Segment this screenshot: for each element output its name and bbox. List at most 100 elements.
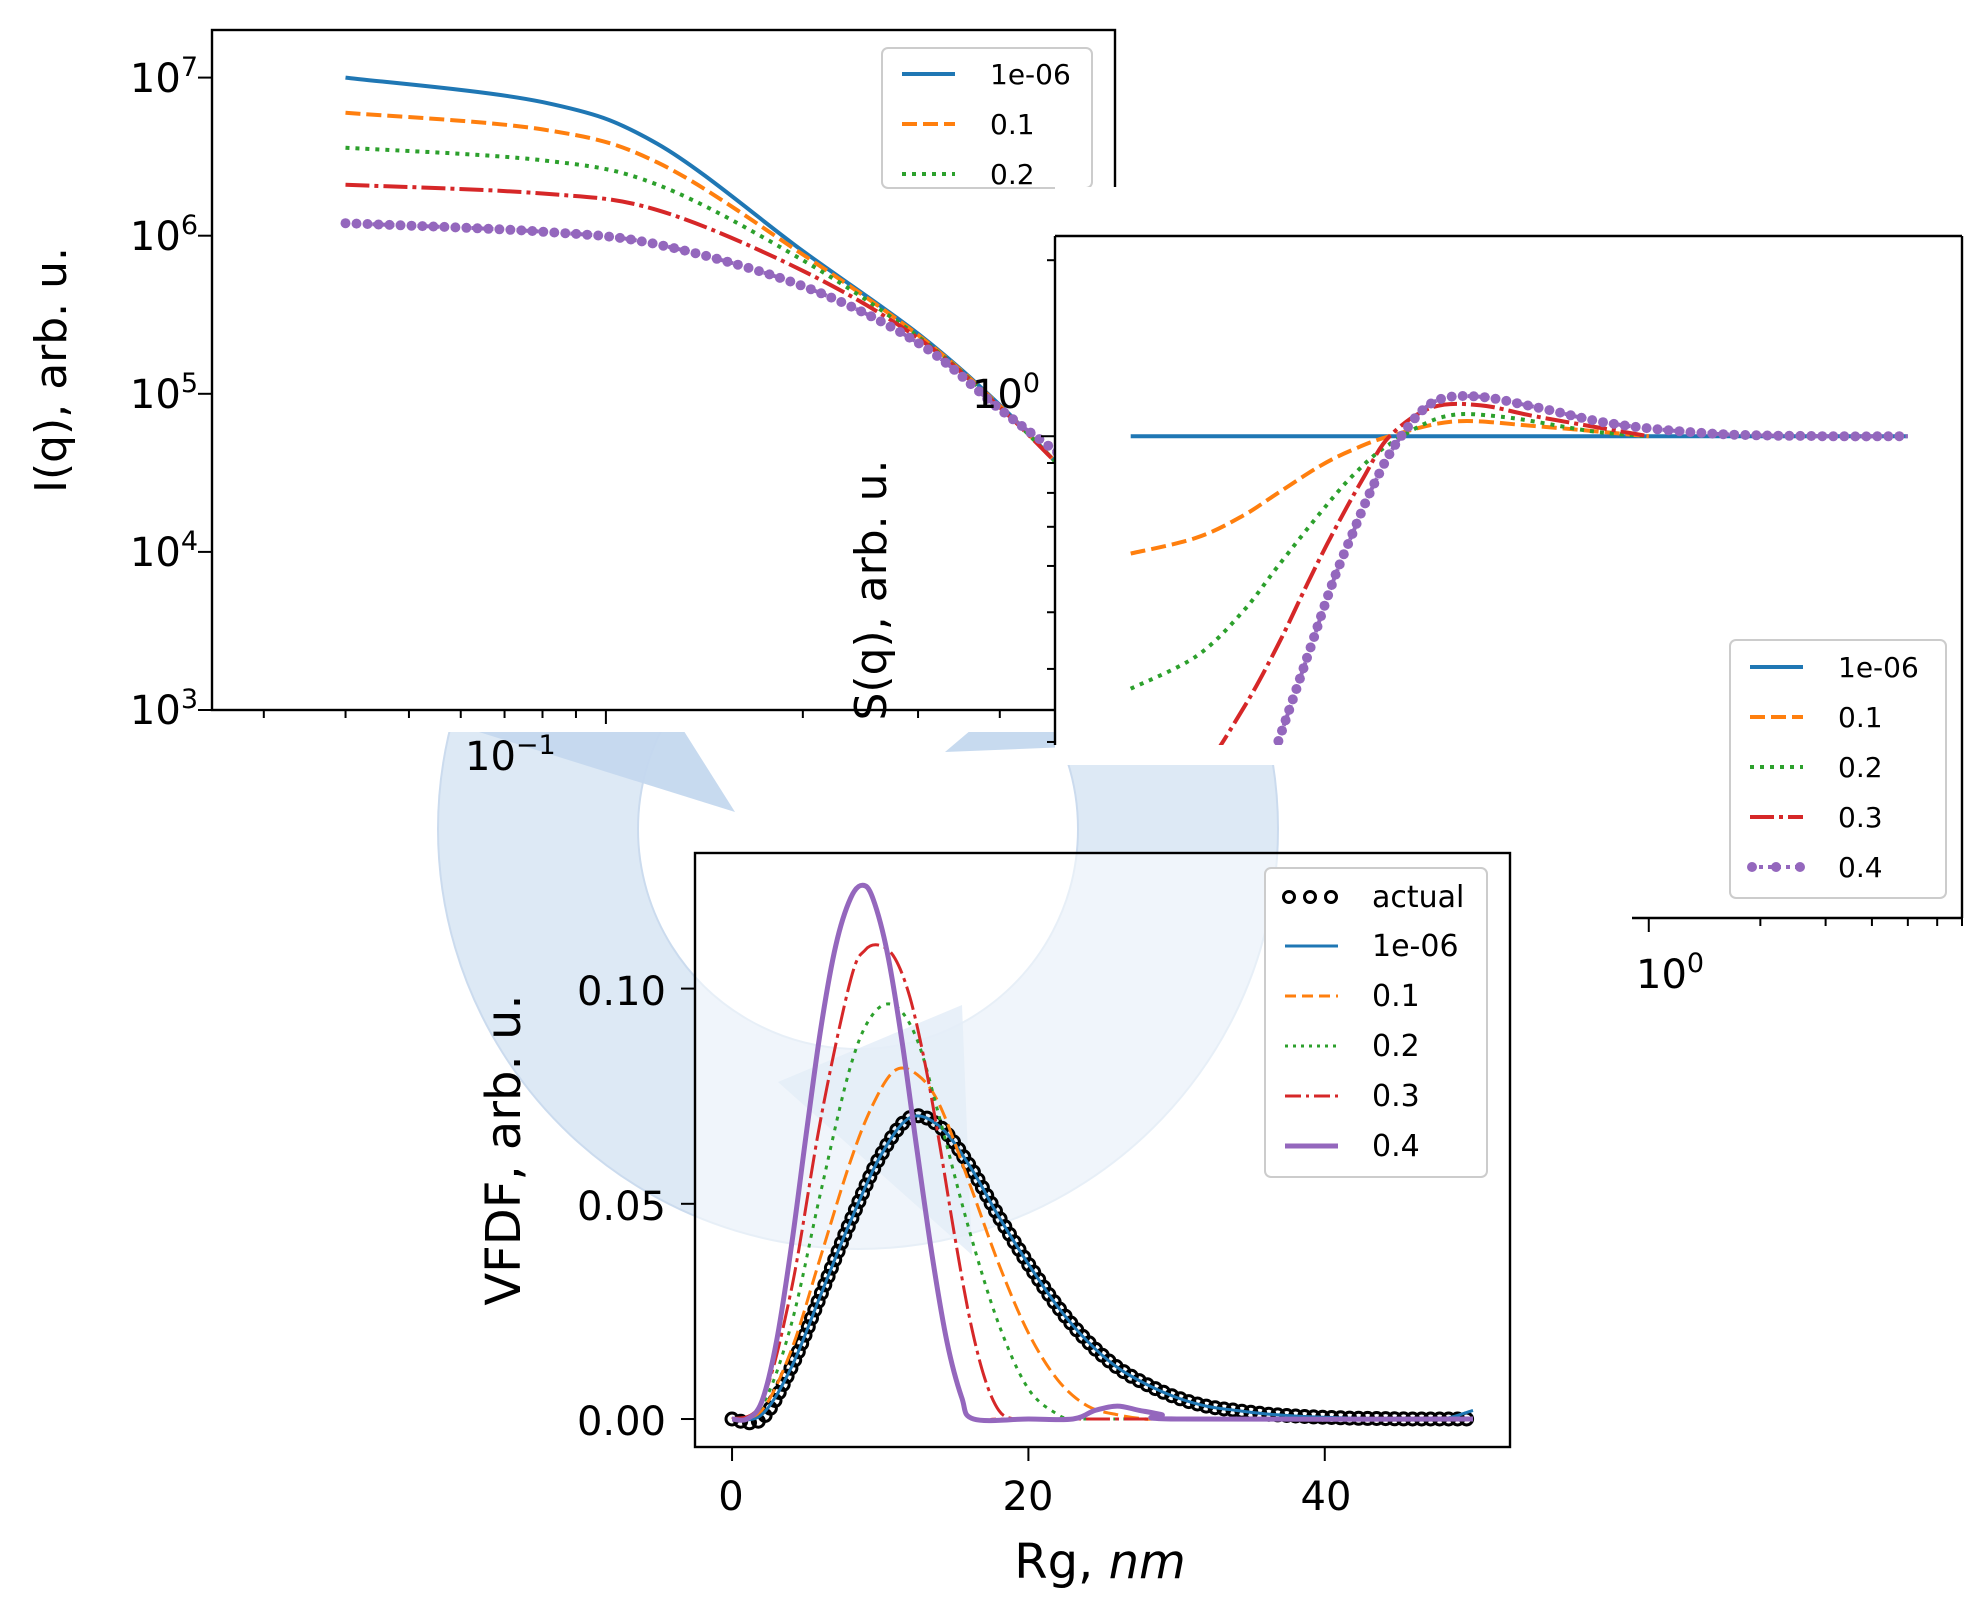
vfdf-ytick-2: 0.10: [577, 969, 666, 1015]
intensity-series-04-marker: [764, 269, 775, 280]
structure-series-04-marker: [1305, 642, 1316, 653]
structure-series-04-marker: [1479, 392, 1490, 403]
structure-series-04-marker: [1396, 430, 1407, 441]
vfdf-actual-marker: [827, 1252, 843, 1268]
intensity-series-04-marker: [1043, 440, 1054, 451]
structure-series-04-marker: [1323, 590, 1334, 601]
intensity-series-04-marker: [701, 250, 712, 261]
structure-series-04-marker: [1894, 431, 1905, 442]
vfdf-actual-marker: [813, 1285, 829, 1301]
structure-series-04-marker: [1773, 430, 1784, 441]
structure-series-04-marker: [1436, 393, 1446, 404]
vfdf-ytick-1: 0.05: [577, 1184, 666, 1230]
structure-series-04-marker: [1390, 439, 1401, 450]
intensity-series-04-marker: [785, 276, 796, 287]
intensity-series-04-marker: [795, 280, 806, 291]
intensity-series-04-marker: [875, 316, 886, 327]
intensity-series-04-marker: [593, 230, 604, 241]
structure-series-04-marker: [1707, 428, 1718, 439]
structure-series-04-marker: [1795, 430, 1806, 441]
intensity-series-04-marker: [836, 297, 847, 307]
structure-series-04-marker: [1522, 400, 1533, 411]
vfdf-xtick-1: 20: [1003, 1474, 1054, 1520]
intensity-series-04-marker: [1016, 421, 1027, 431]
structure-series-04-marker: [1806, 431, 1817, 441]
structure-series-03-line: [1129, 401, 1650, 835]
intensity-series-04-marker: [560, 228, 571, 239]
intensity-series-04-marker: [625, 234, 636, 245]
structure-series-04-marker: [1457, 391, 1468, 401]
structure-series-04-marker: [1273, 736, 1284, 746]
structure-series-04-marker: [1544, 405, 1555, 416]
vfdf-plot-frame: [693, 851, 1512, 1449]
intensity-series-04-marker: [636, 236, 647, 247]
intensity-series-04-marker: [982, 393, 993, 404]
vfdf-actual-marker: [1172, 1391, 1188, 1407]
intensity-series-04-marker: [743, 262, 754, 273]
intensity-series-04-marker: [483, 223, 494, 234]
intensity-series-04-marker: [516, 225, 527, 236]
intensity-series-04-marker: [965, 379, 976, 390]
intensity-series-04-marker: [669, 243, 680, 254]
vfdf-legend-label-1e06: 1e-06: [1372, 929, 1459, 964]
intensity-series-04-marker: [340, 218, 351, 229]
intensity-series-04-marker: [805, 284, 816, 295]
structure-series-04-marker: [1576, 412, 1587, 423]
intensity-series-04-marker: [990, 400, 1001, 411]
structure-series-04-marker: [1587, 415, 1598, 426]
intensity-series-04-marker: [658, 240, 669, 251]
intensity-ytick-1e4: 104: [130, 526, 198, 576]
intensity-series-04-marker: [816, 288, 827, 299]
vfdf-actual-marker: [1164, 1388, 1180, 1404]
intensity-series-04-marker: [505, 224, 516, 235]
intensity-series-04-marker: [940, 357, 951, 368]
intensity-series-04-marker: [711, 253, 722, 264]
intensity-series-04-marker: [895, 327, 906, 337]
vfdf-series-04-line: [731, 882, 1474, 1424]
vfdf-actual-marker: [820, 1268, 836, 1284]
structure-series-04-marker: [1343, 539, 1354, 549]
structure-series-04-marker: [1663, 425, 1674, 436]
structure-series-04-marker: [1641, 423, 1652, 434]
intensity-series-04-marker: [722, 256, 733, 267]
intensity-series-04-marker: [362, 219, 373, 229]
intensity-series-04-marker: [538, 226, 549, 237]
structure-series-04-marker: [1355, 508, 1366, 519]
structure-series-04-marker: [1565, 410, 1576, 421]
structure-series-04-marker: [1608, 418, 1619, 429]
structure-series-04-marker: [1330, 569, 1341, 580]
structure-series-04-marker: [1446, 391, 1457, 402]
intensity-series-04-marker: [866, 311, 877, 322]
intensity-series-04-marker: [549, 227, 560, 238]
structure-series-04-marker: [1817, 431, 1828, 442]
intensity-series-04-marker: [417, 221, 428, 232]
structure-series-04-marker: [1360, 498, 1371, 509]
structure-series-04-marker: [1674, 426, 1685, 437]
intensity-series-02-line: [345, 145, 1065, 472]
intensity-ytick-1e3: 103: [130, 684, 198, 734]
structure-series-04-marker: [1369, 478, 1380, 489]
structure-series-04-marker: [1512, 398, 1523, 409]
intensity-ytick-1e7: 107: [130, 52, 198, 102]
structure-series-04-marker: [1762, 430, 1773, 441]
intensity-series-04-marker: [439, 221, 450, 232]
vfdf-actual-marker: [807, 1302, 823, 1318]
vfdf-ylabel: VFDF, arb. u.: [476, 994, 532, 1305]
intensity-series-04-marker: [571, 228, 582, 239]
vfdf-legend-ring-c: [1324, 890, 1338, 904]
structure-series-04-marker: [1696, 427, 1707, 438]
structure-series-04-marker: [1298, 663, 1309, 674]
structure-series-04-marker: [1751, 430, 1762, 441]
intensity-series-04-marker: [461, 222, 472, 233]
vfdf-actual-marker: [847, 1202, 863, 1218]
intensity-legend: 1e-06 0.1 0.2: [881, 47, 1093, 191]
intensity-series-04-marker: [957, 371, 968, 382]
vfdf-legend-label-01: 0.1: [1372, 979, 1420, 1014]
structure-series-04-marker: [1598, 417, 1608, 428]
structure-series-04-marker: [1277, 725, 1287, 736]
intensity-series-04-marker: [494, 224, 505, 235]
structure-series-04-marker: [1533, 402, 1544, 413]
vfdf-actual-marker: [840, 1218, 856, 1234]
structure-panel: 100 100 S(q), arb. u. 1e-06 0.1 0.2 0.3 …: [846, 187, 1964, 1004]
